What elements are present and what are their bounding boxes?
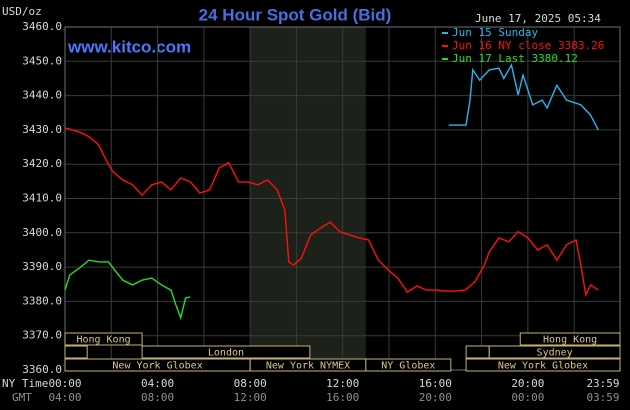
session-label: Hong Kong [76, 335, 130, 346]
x-tick-label: 04:00 [141, 377, 174, 390]
y-tick-label: 3410.0 [22, 192, 62, 205]
x-tick-label: 20:00 [511, 377, 544, 390]
timestamp: June 17, 2025 05:34 [475, 12, 601, 25]
session-box [519, 332, 621, 346]
y-tick-label: 3390.0 [22, 260, 62, 273]
y-tick-label: 3400.0 [22, 226, 62, 239]
x-tick-label: 00:00 [48, 377, 81, 390]
x-tick-label: 23:59 [586, 377, 619, 390]
y-tick-label: 3460.0 [22, 20, 62, 33]
session-box [465, 345, 490, 359]
y-tick-label: 3430.0 [22, 123, 62, 136]
session-label: Hong Kong [543, 335, 597, 346]
session-box [64, 345, 88, 359]
x-tick-label: 16:00 [419, 377, 452, 390]
y-tick-label: 3370.0 [22, 329, 62, 342]
session-label: Sydney [537, 348, 573, 359]
session-box [141, 345, 311, 359]
session-label: New York NYMEX [266, 361, 350, 372]
session-label: London [208, 348, 244, 359]
session-box [488, 345, 621, 359]
session-label: New York Globex [498, 361, 588, 372]
y-tick-label: 3440.0 [22, 89, 62, 102]
x-axis-label: NY Time [2, 377, 48, 390]
gmt-tick-label: 04:00 [48, 391, 81, 404]
chart-title: 24 Hour Spot Gold (Bid) [199, 5, 392, 24]
y-tick-label: 3420.0 [22, 157, 62, 170]
gmt-tick-label: 20:00 [419, 391, 452, 404]
session-box [365, 358, 452, 372]
legend-entry: Jun 15 Sunday [452, 26, 538, 39]
x-tick-label: 12:00 [326, 377, 359, 390]
price-line [64, 259, 191, 321]
gmt-tick-label: 08:00 [141, 391, 174, 404]
session-label: New York Globex [112, 361, 202, 372]
x2-axis-label: GMT [12, 391, 32, 404]
session-box [64, 332, 143, 346]
session-label: NY Globex [381, 361, 435, 372]
y-unit: USD/oz [2, 5, 42, 18]
gmt-tick-label: 16:00 [326, 391, 359, 404]
legend-entry: Jun 17 Last 3380.12 [452, 52, 578, 65]
legend-entry: Jun 16 NY close 3383.26 [452, 39, 604, 52]
price-line [64, 127, 599, 298]
gmt-tick-label: 00:00 [511, 391, 544, 404]
y-tick-label: 3380.0 [22, 294, 62, 307]
session-box [465, 358, 621, 372]
y-tick-label: 3360.0 [22, 363, 62, 376]
x-tick-label: 08:00 [234, 377, 267, 390]
gmt-tick-label: 12:00 [234, 391, 267, 404]
price-line [448, 63, 599, 131]
gmt-tick-label: 03:59 [586, 391, 619, 404]
y-tick-label: 3450.0 [22, 54, 62, 67]
website: www.kitco.com [67, 37, 191, 56]
